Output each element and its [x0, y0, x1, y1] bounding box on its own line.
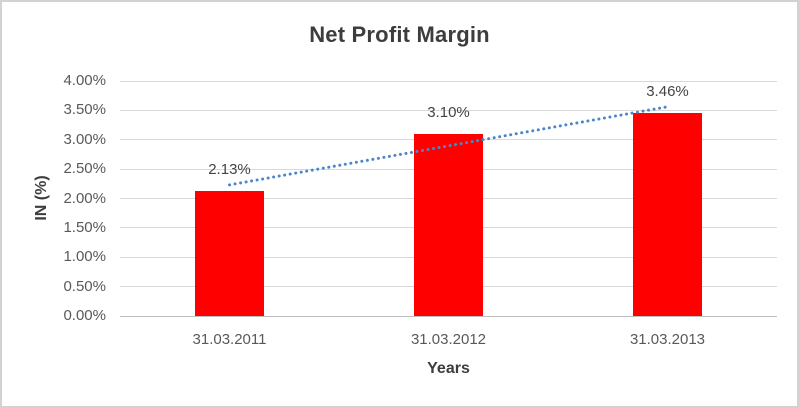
x-category-label: 31.03.2013	[629, 331, 706, 348]
y-tick-label: 2.50%	[63, 160, 106, 178]
y-axis-title: IN (%)	[33, 175, 50, 221]
y-tick-label: 3.00%	[63, 130, 106, 148]
x-axis-line	[120, 315, 777, 317]
trendline[interactable]	[120, 81, 777, 316]
y-tick-label: 0.50%	[63, 277, 106, 295]
y-tick-label: 1.00%	[63, 248, 106, 266]
x-category-label: 31.03.2012	[410, 331, 487, 348]
trendline-dotted[interactable]	[228, 105, 669, 187]
bar-data-label: 3.10%	[427, 103, 470, 121]
bar-data-label: 2.13%	[208, 160, 251, 178]
bar-data-labels: 2.13% 3.10% 3.46%	[120, 81, 777, 316]
bar[interactable]	[414, 133, 483, 316]
y-tick-label: 3.50%	[63, 101, 106, 119]
chart-title: Net Profit Margin	[309, 22, 490, 47]
bar-series	[120, 81, 777, 316]
x-axis-title: Years	[427, 360, 470, 377]
x-category-label: 31.03.2011	[192, 331, 267, 348]
x-category-labels: 31.03.2011 31.03.2012 31.03.2013	[120, 81, 777, 348]
y-tick-label: 2.00%	[63, 189, 106, 207]
bar[interactable]	[195, 190, 264, 316]
gridline	[120, 109, 777, 111]
plot-area: 2.13% 3.10% 3.46% 31.03.2011 31.03.2012 31.0…	[120, 80, 777, 348]
bar[interactable]	[633, 112, 702, 316]
bar-data-label: 3.46%	[646, 82, 689, 100]
y-tick-label: 4.00%	[63, 72, 106, 89]
y-tick-label: 0.00%	[63, 307, 106, 324]
y-tick-label: 1.50%	[63, 218, 106, 236]
gridline	[120, 80, 777, 82]
